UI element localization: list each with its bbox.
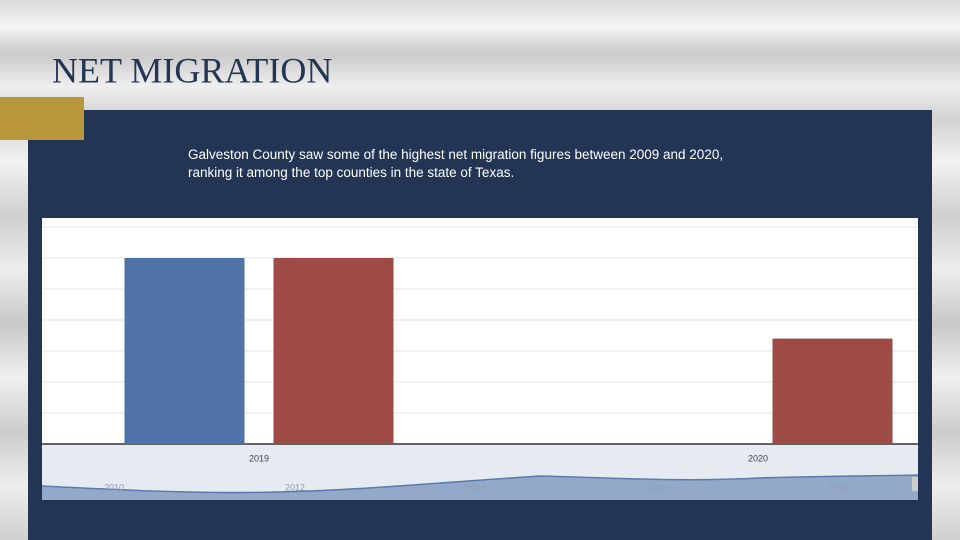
navigator-label: 2016: [647, 482, 667, 492]
description: Galveston County saw some of the highest…: [188, 147, 724, 180]
x-tick-label: 2019: [249, 453, 269, 463]
navigator-label: 2012: [285, 482, 305, 492]
x-tick-label: 2020: [748, 453, 768, 463]
description-box: Galveston County saw some of the highest…: [188, 147, 724, 180]
accent-bar: [0, 97, 84, 140]
navigator-label: 2018: [828, 482, 848, 492]
bar: [273, 258, 394, 444]
navigator-label: 2014: [466, 482, 486, 492]
slide-title: NET MIGRATION: [52, 50, 332, 90]
navigator-area: [42, 475, 918, 500]
navigator-handle[interactable]: [912, 477, 918, 491]
bar: [772, 338, 893, 444]
navigator-label: 2010: [104, 482, 124, 492]
navigator-line: [41, 474, 919, 494]
bar: [124, 258, 245, 444]
